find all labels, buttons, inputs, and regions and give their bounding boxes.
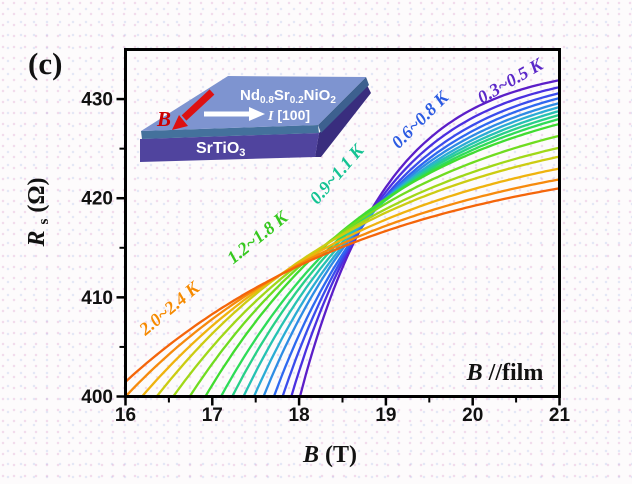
y-axis-title: R s (Ω): [24, 177, 54, 247]
x-axis-title-symbol: B: [302, 442, 319, 468]
current-direction: [100]: [273, 107, 310, 123]
x-tick-label: 19: [375, 405, 396, 426]
current-label: I [100]: [267, 107, 310, 124]
curve-0.5K: [281, 92, 558, 396]
film-front-face: [141, 125, 319, 139]
x-tick-label: 18: [289, 405, 310, 426]
y-tick-label: 420: [81, 189, 113, 210]
film-top-face: [141, 76, 366, 131]
film-formula: Nd0.8Sr0.2NiO2: [240, 87, 336, 106]
x-tick-label: 21: [549, 405, 571, 426]
curve-2.4K: [127, 187, 558, 382]
substrate-label-part: SrTiO: [196, 140, 239, 157]
x-tick-label: 16: [115, 405, 136, 426]
current-symbol: I: [267, 109, 274, 124]
x-axis-title-units: (T): [325, 442, 357, 468]
curve-1.6K: [172, 146, 558, 396]
field-arrow: [172, 89, 215, 130]
y-axis-title-symbol: R: [24, 231, 50, 248]
temp-group-label-2.0-2.4K: 2.0~2.4 K: [134, 276, 204, 339]
curve-1.1K: [219, 118, 558, 396]
film-formula-sub: 2: [330, 95, 336, 106]
film-formula-sub: 0.8: [260, 95, 274, 106]
curve-0.7K: [262, 102, 558, 396]
axis-ticks: [116, 97, 561, 406]
current-arrow: [204, 107, 265, 121]
curve-0.4K: [290, 86, 558, 396]
substrate-label-sub: 3: [239, 147, 245, 159]
curve-2.2K: [127, 178, 558, 396]
y-tick-label: 430: [81, 90, 113, 111]
panel-label: (c): [28, 46, 62, 81]
film-formula-sub: 0.2: [290, 95, 304, 106]
film-side-face: [318, 77, 369, 133]
plot-frame: [124, 48, 561, 398]
film-formula-part: Sr: [274, 87, 290, 104]
axis-tick-labels: 16 17 18 19 20 21 400 410 420 430: [81, 90, 570, 426]
field-orientation-symbol: B: [466, 360, 483, 386]
field-orientation-label: B //film: [466, 360, 544, 386]
substrate-side-face: [315, 85, 371, 157]
x-tick-label: 20: [462, 405, 483, 426]
field-orientation-rest: //film: [488, 360, 544, 386]
y-axis-title-subscript: s: [36, 219, 52, 225]
field-label: B: [156, 107, 171, 131]
curve-0.6K: [272, 97, 558, 396]
curve-2.0K: [140, 167, 558, 396]
y-axis-title-units: (Ω): [24, 177, 50, 212]
film-formula-part: Nd: [240, 87, 260, 104]
x-axis-title: B (T): [302, 442, 357, 468]
substrate-front-face: [140, 133, 319, 162]
y-tick-label: 400: [81, 387, 113, 408]
x-tick-label: 17: [202, 405, 223, 426]
curve-0.3K: [298, 79, 558, 396]
curve-1.8K: [155, 155, 558, 396]
curves-group: [127, 79, 558, 396]
substrate-label: SrTiO3: [196, 140, 245, 159]
y-tick-label: 410: [81, 288, 113, 309]
curve-1.2K: [204, 123, 558, 396]
sample-schematic-inset: Nd0.8Sr0.2NiO2 I [100] B SrTiO3: [140, 76, 371, 162]
curve-1.4K: [188, 134, 558, 396]
film-formula-part: NiO: [304, 87, 331, 104]
temp-group-label-1.2-1.8K: 1.2~1.8 K: [223, 206, 293, 268]
